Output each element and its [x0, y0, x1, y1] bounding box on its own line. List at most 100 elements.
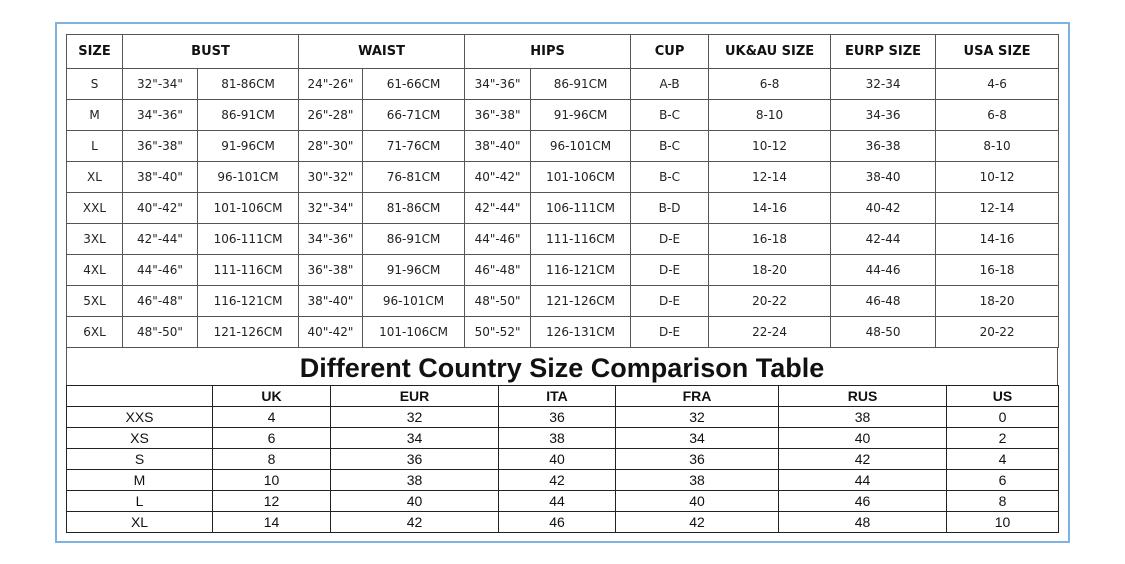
cell: 44"-46" — [122, 254, 198, 286]
header-cell: WAIST — [298, 34, 466, 69]
size-row: XXL 40"-42" 101-106CM 32"-34" 81-86CM 42"-44"… — [66, 192, 1060, 224]
cell: L — [66, 490, 213, 512]
cell: 12-14 — [935, 192, 1060, 224]
cell: XL — [66, 511, 213, 533]
cell: 8 — [946, 490, 1059, 512]
cell: 86-91CM — [362, 223, 466, 255]
cell: 36-38 — [830, 130, 937, 162]
cell: 4XL — [66, 254, 123, 286]
cell: 86-91CM — [530, 68, 632, 100]
comparison-title: Different Country Size Comparison Table — [66, 348, 1058, 385]
cell: 8-10 — [935, 130, 1060, 162]
cell: 96-101CM — [196, 161, 300, 193]
cell: 8 — [212, 448, 331, 470]
cell: 116-121CM — [530, 254, 632, 286]
cell: 16-18 — [708, 223, 832, 255]
cell: 86-91CM — [196, 99, 300, 131]
cell: 34"-36" — [298, 223, 364, 255]
cell: 36"-38" — [122, 130, 198, 162]
cell: 38 — [498, 427, 616, 449]
cell: 36"-38" — [298, 254, 364, 286]
comparison-row: M 10 38 42 38 44 6 — [66, 469, 1059, 491]
cell: 66-71CM — [362, 99, 466, 131]
cell: 42"-44" — [464, 192, 532, 224]
cell: 96-101CM — [362, 285, 466, 317]
cell: 34"-36" — [122, 99, 198, 131]
cell: 2 — [946, 427, 1059, 449]
cell: 40 — [778, 427, 947, 449]
cell: 10-12 — [708, 130, 832, 162]
cell: 96-101CM — [530, 130, 632, 162]
cell: 28"-30" — [298, 130, 364, 162]
header-cell — [66, 385, 213, 407]
cell: 111-116CM — [530, 223, 632, 255]
size-row: 5XL 46"-48" 116-121CM 38"-40" 96-101CM 48"-50… — [66, 285, 1060, 317]
cell: XL — [66, 161, 123, 193]
cell: S — [66, 68, 123, 100]
cell: 16-18 — [935, 254, 1060, 286]
cell: 4 — [212, 406, 331, 428]
cell: 71-76CM — [362, 130, 466, 162]
cell: 30"-32" — [298, 161, 364, 193]
cell: 14-16 — [935, 223, 1060, 255]
cell: 36 — [330, 448, 499, 470]
cell: 34 — [615, 427, 779, 449]
cell: 34 — [330, 427, 499, 449]
cell: 38"-40" — [464, 130, 532, 162]
cell: 44-46 — [830, 254, 937, 286]
cell: 34-36 — [830, 99, 937, 131]
cell: 34"-36" — [464, 68, 532, 100]
header-cell: USA SIZE — [935, 34, 1060, 69]
cell: B-C — [630, 161, 710, 193]
cell: 40"-42" — [122, 192, 198, 224]
size-row: S 32"-34" 81-86CM 24"-26" 61-66CM 34"-36" 86-9… — [66, 68, 1060, 100]
comparison-row: S 8 36 40 36 42 4 — [66, 448, 1059, 470]
cell: 20-22 — [935, 316, 1060, 348]
header-cell: FRA — [615, 385, 779, 407]
cell: 40"-42" — [298, 316, 364, 348]
header-cell: EURP SIZE — [830, 34, 937, 69]
cell: 4 — [946, 448, 1059, 470]
cell: 6-8 — [935, 99, 1060, 131]
cell: 32"-34" — [122, 68, 198, 100]
cell: D-E — [630, 223, 710, 255]
cell: 48-50 — [830, 316, 937, 348]
cell: 42-44 — [830, 223, 937, 255]
cell: 111-116CM — [196, 254, 300, 286]
cell: 20-22 — [708, 285, 832, 317]
cell: 91-96CM — [196, 130, 300, 162]
cell: B-C — [630, 99, 710, 131]
cell: 6-8 — [708, 68, 832, 100]
cell: 0 — [946, 406, 1059, 428]
cell: 42"-44" — [122, 223, 198, 255]
header-cell: ITA — [498, 385, 616, 407]
comparison-row: L 12 40 44 40 46 8 — [66, 490, 1059, 512]
cell: 44 — [498, 490, 616, 512]
cell: 42 — [498, 469, 616, 491]
cell: 44 — [778, 469, 947, 491]
cell: 48 — [778, 511, 947, 533]
size-row: 4XL 44"-46" 111-116CM 36"-38" 91-96CM 46"-48"… — [66, 254, 1060, 286]
header-cell: BUST — [121, 34, 300, 69]
cell: 101-106CM — [196, 192, 300, 224]
header-cell: CUP — [630, 34, 710, 69]
header-row: SIZE BUST WAIST HIPS CUP UK&AU SIZE EURP SIZE U… — [66, 34, 1060, 69]
cell: 5XL — [66, 285, 123, 317]
cell: L — [66, 130, 123, 162]
cell: XXS — [66, 406, 213, 428]
cell: 32 — [330, 406, 499, 428]
cell: A-B — [630, 68, 710, 100]
cell: 22-24 — [708, 316, 832, 348]
cell: 48"-50" — [122, 316, 198, 348]
cell: 121-126CM — [530, 285, 632, 317]
comparison-table: UK EUR ITA FRA RUS US XXS 4 32 36 32 38 0 XS 6 34 38 34 40… — [66, 385, 1059, 533]
cell: 12 — [212, 490, 331, 512]
cell: 26"-28" — [298, 99, 364, 131]
cell: 101-106CM — [362, 316, 466, 348]
cell: 32-34 — [830, 68, 937, 100]
header-cell: EUR — [330, 385, 499, 407]
cell: 91-96CM — [362, 254, 466, 286]
cell: 10 — [212, 469, 331, 491]
cell: 36 — [498, 406, 616, 428]
